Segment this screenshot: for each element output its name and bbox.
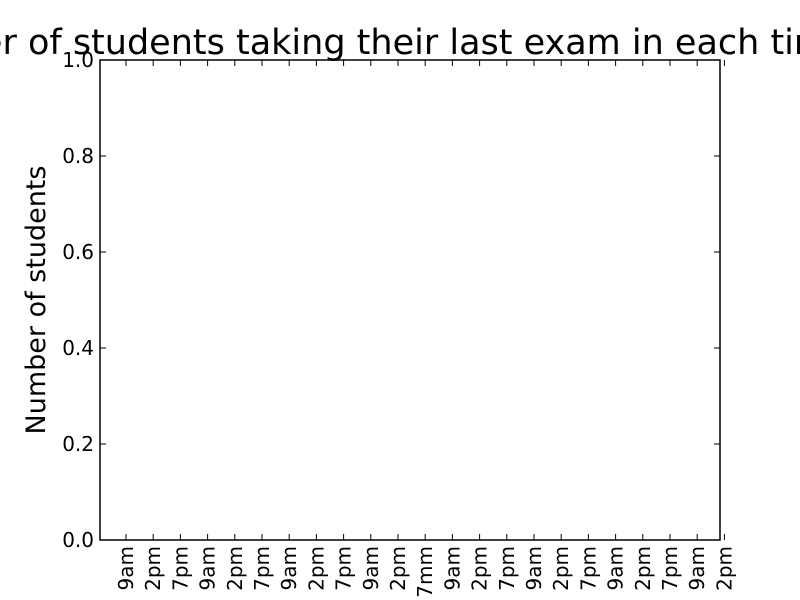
y-axis-label: Number of students <box>21 166 52 435</box>
plot-frame <box>99 59 721 541</box>
x-tick-label: 9am <box>522 546 546 590</box>
x-tick-label: 9am <box>114 546 138 590</box>
y-tick-label: 1.0 <box>62 48 94 72</box>
x-tick-label: 7mm <box>413 546 437 598</box>
x-tick-label: 9am <box>277 546 301 590</box>
x-tick-label: 7pm <box>332 546 356 591</box>
y-tick-label: 0.8 <box>62 144 94 168</box>
y-tick-label: 0.4 <box>62 336 94 360</box>
x-ticks: 9am 2pm 7pm 9am 2pm 7pm 9am 2pm 7pm 9am 2pm 7mm 9am 2… <box>114 60 736 598</box>
x-tick-label: 2pm <box>304 546 328 591</box>
y-tick-label: 0.0 <box>62 528 94 552</box>
x-tick-label: 2pm <box>468 546 492 591</box>
x-tick-label: 9am <box>604 546 628 590</box>
x-tick-label: 2pm <box>386 546 410 591</box>
x-tick-label: 2pm <box>712 546 736 591</box>
x-tick-label: 2pm <box>631 546 655 591</box>
x-tick-label: 7pm <box>658 546 682 591</box>
x-tick-label: 9am <box>440 546 464 590</box>
y-ticks: 0.0 0.2 0.4 0.6 0.8 1.0 <box>62 48 720 552</box>
x-tick-label: 7pm <box>576 546 600 591</box>
x-tick-label: 9am <box>685 546 709 590</box>
x-tick-label: 9am <box>359 546 383 590</box>
y-tick-label: 0.2 <box>62 432 94 456</box>
x-tick-label: 2pm <box>223 546 247 591</box>
x-tick-label: 2pm <box>549 546 573 591</box>
y-tick-label: 0.6 <box>62 240 94 264</box>
x-tick-label: 7pm <box>495 546 519 591</box>
x-tick-label: 7pm <box>168 546 192 591</box>
chart-title: Number of students taking their last exa… <box>0 23 800 63</box>
x-tick-label: 7pm <box>250 546 274 591</box>
x-tick-label: 9am <box>196 546 220 590</box>
x-tick-label: 2pm <box>141 546 165 591</box>
